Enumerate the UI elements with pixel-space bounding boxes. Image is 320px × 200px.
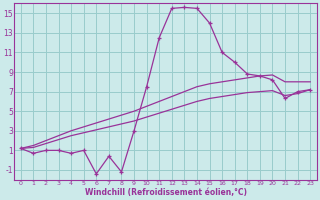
X-axis label: Windchill (Refroidissement éolien,°C): Windchill (Refroidissement éolien,°C) bbox=[84, 188, 246, 197]
